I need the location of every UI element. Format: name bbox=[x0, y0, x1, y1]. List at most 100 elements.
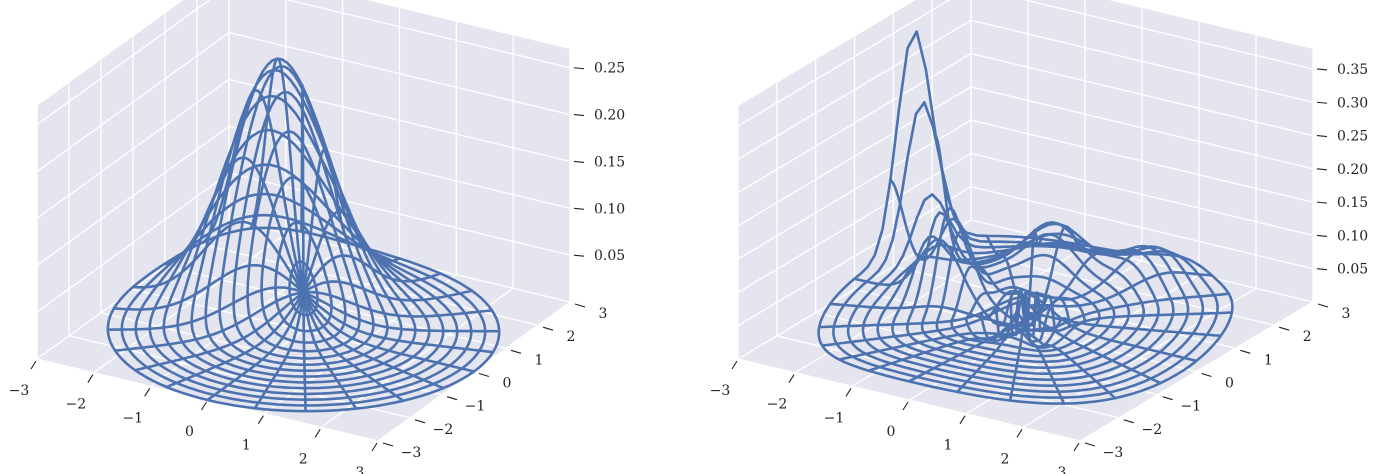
surface-spoke bbox=[300, 84, 305, 294]
z-tick-mark bbox=[1316, 268, 1328, 271]
x-tick-label: 2 bbox=[1001, 451, 1010, 467]
z-tick-mark bbox=[1316, 168, 1328, 171]
y-tick-mark bbox=[1084, 442, 1096, 447]
grid-line-y bbox=[892, 13, 1236, 349]
x-tick-mark bbox=[1073, 442, 1080, 452]
z-tick-label: 0.25 bbox=[594, 61, 625, 77]
surface-spoke bbox=[1024, 291, 1231, 332]
y-tick-label: −1 bbox=[465, 399, 486, 415]
x-tick-mark bbox=[371, 442, 378, 452]
surface-spoke bbox=[133, 291, 305, 372]
z-tick-label: 0.05 bbox=[594, 248, 625, 264]
y-tick-label: 0 bbox=[1225, 376, 1234, 392]
x-tick-label: 3 bbox=[356, 465, 365, 474]
y-tick-mark bbox=[1162, 396, 1173, 401]
z-tick-mark bbox=[1316, 101, 1328, 104]
y-tick-label: 1 bbox=[535, 352, 544, 368]
surface-spoke bbox=[249, 57, 305, 294]
surface-spoke bbox=[206, 291, 305, 402]
y-tick-label: −2 bbox=[433, 422, 454, 438]
grid-line-y bbox=[737, 106, 1081, 442]
surface-spoke bbox=[165, 291, 305, 389]
surface-spoke bbox=[837, 329, 1027, 361]
y-tick-label: −3 bbox=[1103, 445, 1124, 461]
y-tick-mark bbox=[382, 442, 394, 447]
y-tick-mark bbox=[478, 372, 490, 378]
surface-spoke bbox=[853, 238, 1027, 332]
x-tick-label: −2 bbox=[66, 397, 87, 413]
y-tick-label: 2 bbox=[1303, 329, 1312, 345]
x-tick-label: −1 bbox=[824, 410, 845, 426]
surface-spoke bbox=[934, 134, 1027, 332]
grid-line-z bbox=[36, 78, 571, 219]
grid-line-y bbox=[776, 82, 1119, 419]
surface-spoke bbox=[1024, 291, 1223, 338]
z-tick-label: 0.15 bbox=[594, 154, 625, 170]
y-tick-mark bbox=[414, 419, 426, 424]
surface-wireframe bbox=[106, 57, 501, 413]
z-tick-label: 0.05 bbox=[1337, 262, 1368, 278]
surface-wireframe bbox=[817, 30, 1234, 405]
grid-line-z bbox=[36, 125, 571, 266]
y-tick-mark bbox=[510, 349, 522, 354]
surface-spoke bbox=[1024, 271, 1214, 308]
surface-spoke bbox=[302, 147, 354, 294]
x-tick-mark bbox=[1016, 429, 1023, 438]
y-tick-mark bbox=[574, 303, 586, 308]
surface-spoke bbox=[1024, 250, 1144, 321]
surface-spoke bbox=[202, 89, 305, 294]
z-tick-mark bbox=[1316, 135, 1328, 138]
surface-spoke bbox=[1024, 291, 1234, 332]
grid-line-y bbox=[228, 0, 571, 303]
x-tick-label: 1 bbox=[944, 438, 953, 454]
z-tick-label: 0.20 bbox=[594, 108, 625, 124]
x-tick-mark bbox=[201, 401, 207, 411]
grid-line-z bbox=[737, 186, 1314, 327]
surface-spoke bbox=[1024, 291, 1162, 385]
grid-line-z bbox=[737, 119, 1314, 260]
y-tick-label: 1 bbox=[1264, 352, 1273, 368]
y-tick-label: −3 bbox=[401, 445, 422, 461]
z-tick-mark bbox=[573, 207, 585, 210]
x-tick-mark bbox=[257, 415, 264, 424]
x-tick-label: 1 bbox=[242, 438, 251, 454]
grid-line-z bbox=[36, 31, 571, 173]
surface-spoke bbox=[1024, 225, 1096, 332]
surface-spoke bbox=[302, 290, 494, 318]
surface-spoke bbox=[955, 291, 1027, 394]
surface-spoke bbox=[867, 329, 1027, 373]
surface-spoke bbox=[106, 286, 305, 332]
surface-spoke bbox=[907, 319, 1027, 383]
x-tick-mark bbox=[902, 401, 909, 411]
grid-line-y bbox=[36, 106, 379, 442]
y-tick-mark bbox=[1123, 419, 1134, 424]
grid-line-z bbox=[737, 0, 1314, 127]
z-tick-mark bbox=[573, 160, 585, 163]
z-tick-mark bbox=[1316, 68, 1328, 71]
grid-line-y bbox=[68, 82, 411, 419]
x-tick-label: −3 bbox=[9, 383, 30, 399]
y-tick-mark bbox=[1317, 303, 1329, 308]
surface-spoke bbox=[302, 280, 474, 302]
z-tick-mark bbox=[1316, 234, 1328, 237]
z-tick-label: 0.10 bbox=[594, 201, 625, 217]
surface-spoke bbox=[1008, 291, 1027, 402]
z-tick-mark bbox=[573, 254, 585, 257]
x-tick-mark bbox=[314, 429, 321, 438]
grid-line-y bbox=[164, 13, 507, 349]
surface-spoke bbox=[302, 291, 501, 333]
surface-spoke bbox=[113, 291, 305, 352]
surface-spoke bbox=[889, 178, 1027, 332]
surface-spoke bbox=[817, 295, 1027, 332]
surface-spoke bbox=[828, 302, 1027, 332]
x-tick-mark bbox=[144, 388, 151, 397]
y-tick-label: −2 bbox=[1142, 422, 1163, 438]
surface-spoke bbox=[162, 156, 305, 294]
y-tick-label: 2 bbox=[567, 329, 576, 345]
surface-spoke bbox=[1024, 291, 1117, 400]
y-tick-label: −1 bbox=[1180, 399, 1201, 415]
grid-line-z bbox=[737, 19, 1314, 160]
grid-line-z bbox=[737, 152, 1314, 293]
x-tick-mark bbox=[959, 415, 966, 424]
